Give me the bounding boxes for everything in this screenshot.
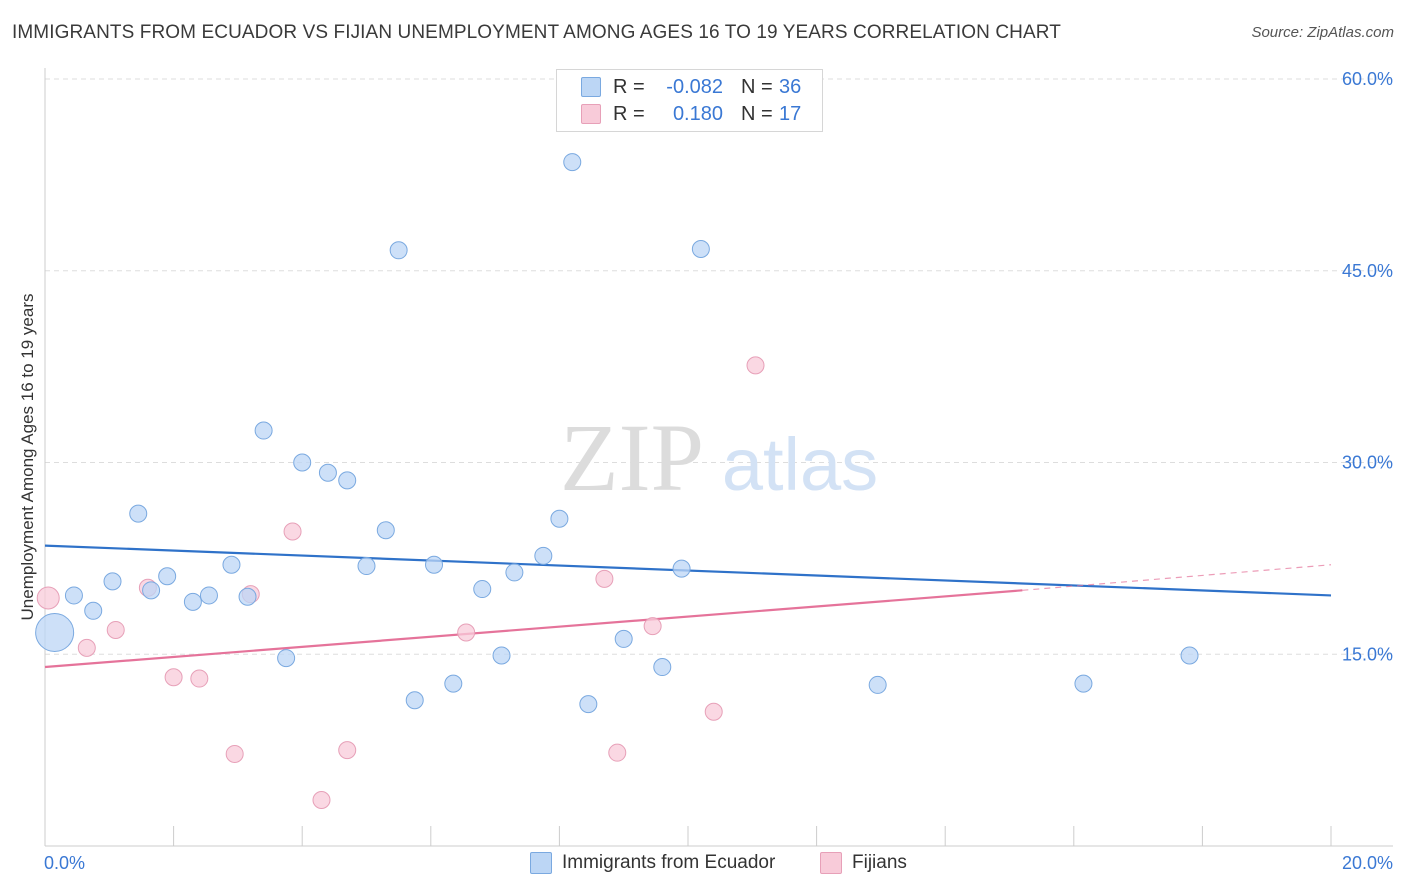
legend-row-fijian: R = 0.180 N = 17 xyxy=(581,101,801,127)
data-point-ecuador xyxy=(1074,674,1093,693)
data-point-ecuador xyxy=(338,471,357,490)
data-point-ecuador xyxy=(199,586,218,605)
source-label: Source: ZipAtlas.com xyxy=(1251,24,1394,41)
legend-label-ecuador: Immigrants from Ecuador xyxy=(562,852,776,873)
data-point-fijian xyxy=(106,620,125,639)
data-point-ecuador xyxy=(492,646,511,665)
data-point-fijian xyxy=(746,356,765,375)
data-point-ecuador xyxy=(534,546,553,565)
series-legend: Immigrants from Ecuador Fijians xyxy=(0,852,1406,878)
legend-swatch-ecuador xyxy=(581,77,601,97)
data-point-ecuador xyxy=(277,649,296,668)
legend-r-label: R = xyxy=(613,75,645,98)
gridlines xyxy=(45,78,1393,655)
data-point-ecuador xyxy=(129,504,148,523)
data-point-ecuador xyxy=(222,555,241,574)
data-points xyxy=(35,153,1199,809)
data-point-fijian xyxy=(225,744,244,763)
data-point-ecuador xyxy=(868,675,887,694)
y-tick-label: 15.0% xyxy=(1342,644,1393,664)
data-point-ecuador xyxy=(376,521,395,540)
data-point-ecuador xyxy=(64,586,83,605)
legend-item-fijians[interactable]: Fijians xyxy=(820,852,907,874)
data-point-fijian xyxy=(338,741,357,760)
data-point-ecuador xyxy=(691,240,710,259)
legend-swatch-ecuador xyxy=(530,852,552,874)
chart-title: IMMIGRANTS FROM ECUADOR VS FIJIAN UNEMPL… xyxy=(12,22,1061,43)
data-point-ecuador xyxy=(158,567,177,586)
data-point-ecuador xyxy=(254,421,273,440)
data-point-ecuador xyxy=(579,695,598,714)
data-point-ecuador xyxy=(1180,646,1199,665)
legend-n-value: 17 xyxy=(779,102,802,125)
data-point-fijian xyxy=(36,586,60,610)
data-point-ecuador xyxy=(357,557,376,576)
data-point-ecuador xyxy=(550,509,569,528)
y-tick-label: 60.0% xyxy=(1342,69,1393,89)
data-point-ecuador xyxy=(389,241,408,260)
watermark-atlas: atlas xyxy=(722,423,878,506)
legend-swatch-fijian xyxy=(581,104,601,124)
data-point-ecuador xyxy=(614,629,633,648)
axes xyxy=(44,68,1393,847)
trend-line-fijian-extension xyxy=(1022,564,1332,591)
data-point-ecuador xyxy=(405,691,424,710)
correlation-legend: R = -0.082 N = 36 R = 0.180 N = 17 xyxy=(556,69,823,132)
x-tick-label: 0.0% xyxy=(44,853,85,873)
data-point-ecuador xyxy=(505,563,524,582)
y-tick-label: 45.0% xyxy=(1342,261,1393,281)
data-point-fijian xyxy=(77,638,96,657)
data-point-fijian xyxy=(595,569,614,588)
data-point-fijian xyxy=(457,623,476,642)
data-point-ecuador xyxy=(318,463,337,482)
tick-labels: 15.0% 30.0% 45.0% 60.0% 0.0% 20.0% xyxy=(44,69,1393,873)
data-point-fijian xyxy=(608,743,627,762)
data-point-fijian xyxy=(704,702,723,721)
data-point-fijian xyxy=(283,522,302,541)
x-tick-label: 20.0% xyxy=(1342,853,1393,873)
legend-n-label: N = xyxy=(741,102,773,125)
data-point-ecuador xyxy=(473,580,492,599)
data-point-ecuador xyxy=(293,453,312,472)
data-point-ecuador xyxy=(84,601,103,620)
watermark-zip: ZIP xyxy=(560,404,704,511)
legend-n-label: N = xyxy=(741,75,773,98)
y-axis-label: Unemployment Among Ages 16 to 19 years xyxy=(18,294,37,621)
data-point-fijian xyxy=(312,790,331,809)
data-point-ecuador xyxy=(444,674,463,693)
legend-n-value: 36 xyxy=(779,75,802,98)
data-point-ecuador xyxy=(672,559,691,578)
legend-row-ecuador: R = -0.082 N = 36 xyxy=(581,74,801,100)
legend-swatch-fijians xyxy=(820,852,842,874)
legend-r-value: -0.082 xyxy=(666,75,723,98)
data-point-fijian xyxy=(643,617,662,636)
legend-r-value: 0.180 xyxy=(672,102,723,125)
data-point-ecuador xyxy=(183,592,202,611)
data-point-ecuador xyxy=(35,613,75,653)
data-point-ecuador xyxy=(563,153,582,172)
legend-label-fijians: Fijians xyxy=(852,852,907,873)
data-point-ecuador xyxy=(425,555,444,574)
legend-item-ecuador[interactable]: Immigrants from Ecuador xyxy=(530,852,775,874)
legend-r-label: R = xyxy=(613,102,645,125)
data-point-ecuador xyxy=(238,587,257,606)
data-point-ecuador xyxy=(653,658,672,677)
trend-line-fijian xyxy=(44,589,1023,669)
data-point-fijian xyxy=(164,668,183,687)
data-point-ecuador xyxy=(103,572,122,591)
data-point-ecuador xyxy=(142,581,161,600)
y-tick-label: 30.0% xyxy=(1342,453,1393,473)
data-point-fijian xyxy=(190,669,209,688)
